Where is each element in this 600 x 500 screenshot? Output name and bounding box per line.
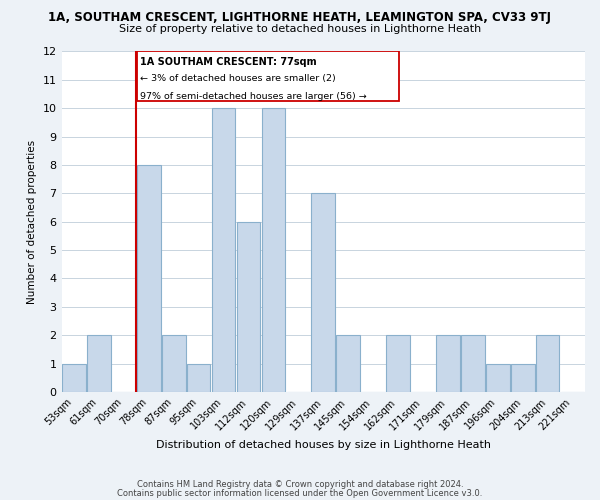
Text: Size of property relative to detached houses in Lighthorne Heath: Size of property relative to detached ho… [119,24,481,34]
Bar [461,335,485,392]
Bar [536,335,559,392]
Bar [212,108,235,392]
X-axis label: Distribution of detached houses by size in Lighthorne Heath: Distribution of detached houses by size … [156,440,491,450]
Text: 97% of semi-detached houses are larger (56) →: 97% of semi-detached houses are larger (… [140,92,367,101]
Bar [87,335,111,392]
Text: 1A SOUTHAM CRESCENT: 77sqm: 1A SOUTHAM CRESCENT: 77sqm [140,56,317,66]
Bar [386,335,410,392]
Bar [137,165,161,392]
Bar [262,108,285,392]
Bar [337,335,360,392]
Bar [162,335,185,392]
Y-axis label: Number of detached properties: Number of detached properties [27,140,37,304]
Bar [486,364,509,392]
Bar [311,194,335,392]
Bar [436,335,460,392]
Bar [187,364,211,392]
Bar [62,364,86,392]
FancyBboxPatch shape [137,52,399,101]
Bar [511,364,535,392]
Bar [236,222,260,392]
Text: Contains public sector information licensed under the Open Government Licence v3: Contains public sector information licen… [118,488,482,498]
Text: ← 3% of detached houses are smaller (2): ← 3% of detached houses are smaller (2) [140,74,336,83]
Text: Contains HM Land Registry data © Crown copyright and database right 2024.: Contains HM Land Registry data © Crown c… [137,480,463,489]
Text: 1A, SOUTHAM CRESCENT, LIGHTHORNE HEATH, LEAMINGTON SPA, CV33 9TJ: 1A, SOUTHAM CRESCENT, LIGHTHORNE HEATH, … [49,11,551,24]
